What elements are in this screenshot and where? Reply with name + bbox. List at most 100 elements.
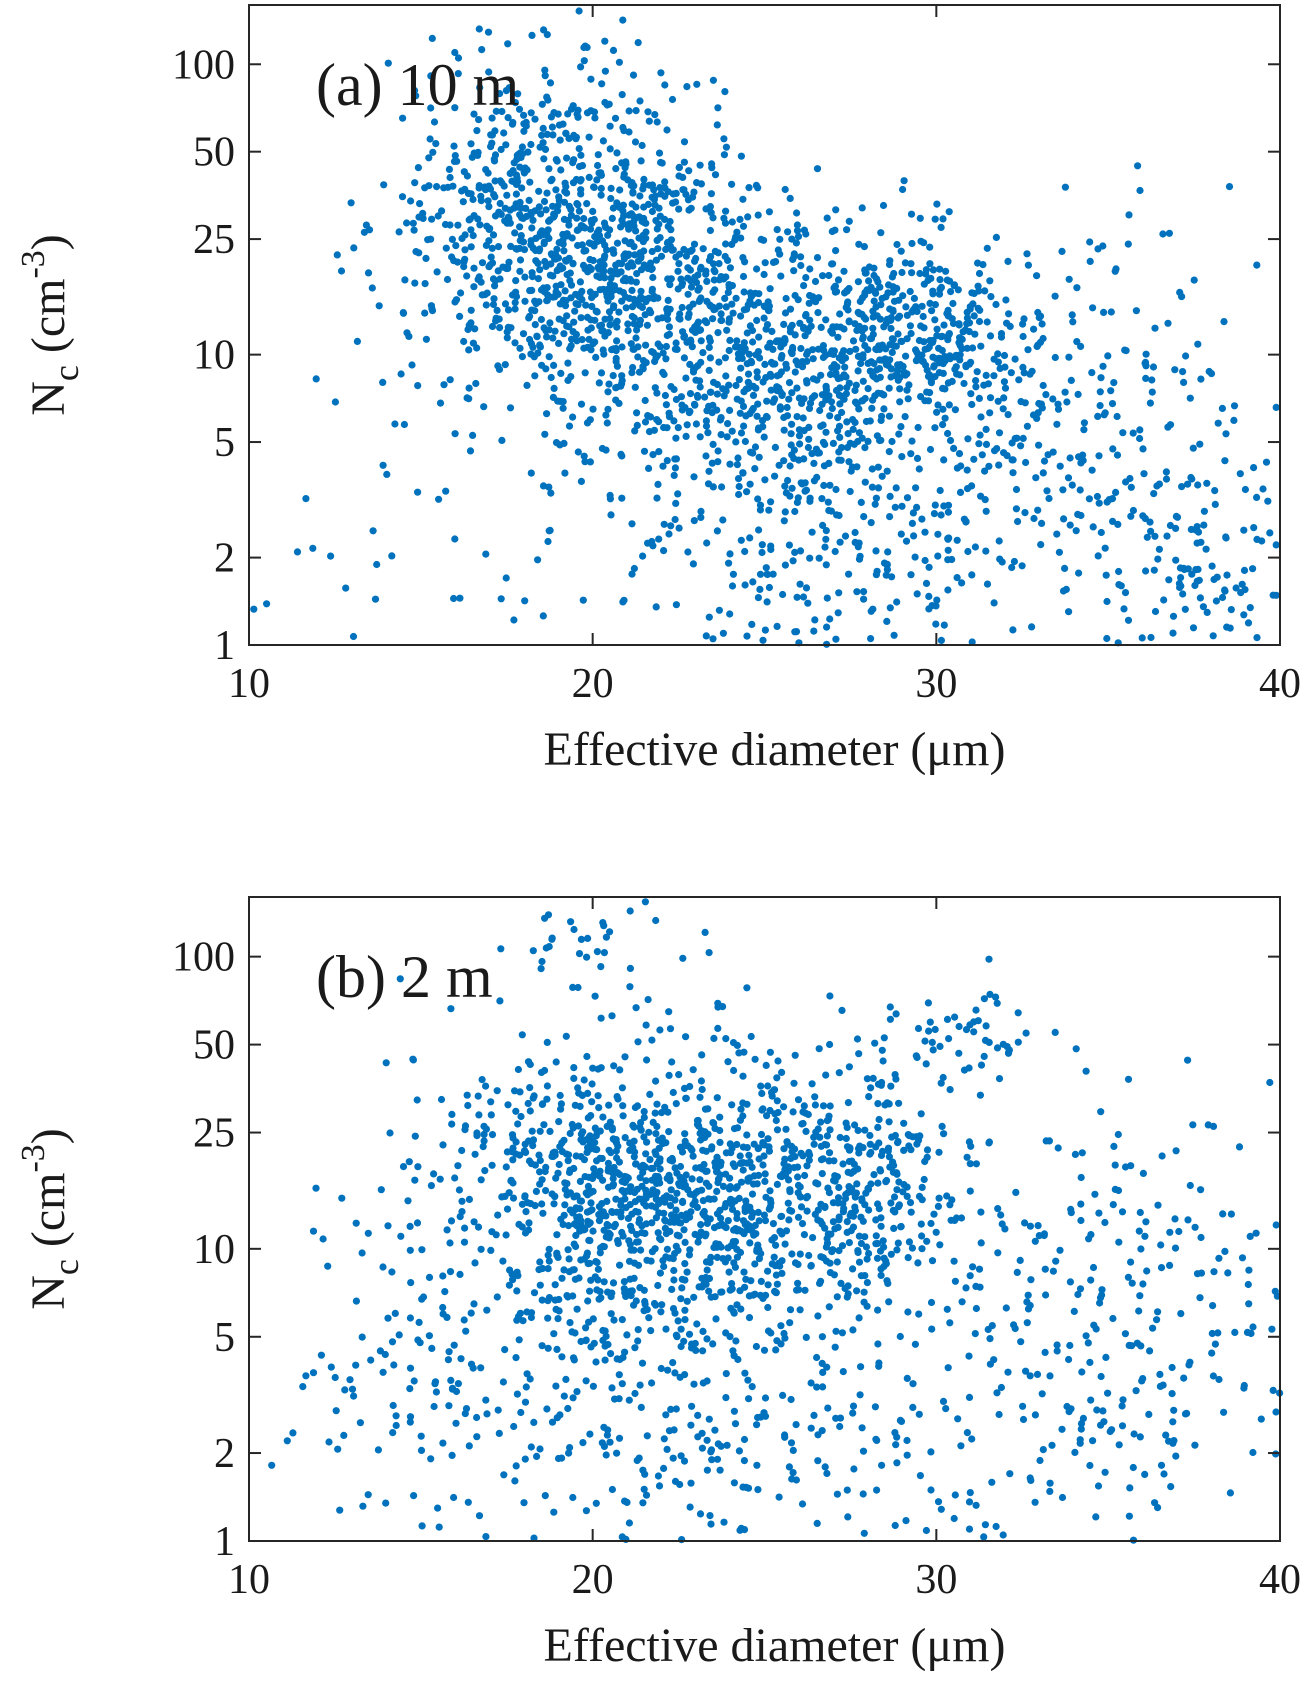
data-point <box>483 1306 491 1314</box>
data-point <box>1119 429 1127 437</box>
data-point <box>371 595 380 603</box>
data-point <box>906 287 914 296</box>
data-point <box>549 202 557 210</box>
data-point <box>830 1271 839 1279</box>
data-point <box>555 315 563 323</box>
data-point <box>1077 1425 1085 1433</box>
data-point <box>545 1257 553 1265</box>
data-point <box>940 621 948 629</box>
data-point <box>501 300 510 308</box>
data-point <box>411 1176 419 1184</box>
data-point <box>1051 1028 1059 1036</box>
data-point <box>722 143 731 151</box>
data-point <box>908 269 916 277</box>
data-point <box>607 1293 615 1301</box>
data-point <box>514 90 522 98</box>
data-point <box>905 381 913 389</box>
data-point <box>765 1143 773 1151</box>
data-point <box>868 465 876 473</box>
data-point <box>740 1435 749 1444</box>
data-point <box>527 1160 536 1168</box>
data-point <box>686 266 695 274</box>
data-point <box>588 1080 596 1088</box>
data-point <box>686 407 694 415</box>
data-point <box>787 441 795 449</box>
data-point <box>590 1339 598 1347</box>
data-point <box>1061 183 1069 191</box>
data-point <box>527 237 535 245</box>
data-point <box>595 265 603 273</box>
data-point <box>302 495 310 503</box>
data-point <box>887 373 895 381</box>
data-point <box>719 1182 728 1190</box>
data-point <box>613 1449 621 1457</box>
data-point <box>1208 1349 1216 1357</box>
data-point <box>777 1212 785 1221</box>
data-point <box>714 458 722 466</box>
data-point <box>550 211 559 219</box>
data-point <box>618 1228 626 1237</box>
data-point <box>598 444 607 453</box>
data-point <box>728 582 737 590</box>
data-point <box>1192 566 1200 574</box>
data-point <box>825 1157 833 1165</box>
data-point <box>617 268 625 276</box>
data-point <box>445 1348 453 1356</box>
data-point <box>794 1213 803 1221</box>
data-point <box>682 1033 690 1041</box>
data-point <box>965 1525 974 1533</box>
data-point <box>725 283 733 291</box>
data-point <box>466 447 475 455</box>
data-point <box>633 326 641 334</box>
data-point <box>559 1220 567 1229</box>
data-point <box>720 214 728 222</box>
data-point <box>972 377 980 385</box>
data-point <box>774 1108 782 1117</box>
data-point <box>1064 474 1073 482</box>
data-point <box>504 306 513 314</box>
data-point <box>450 142 458 150</box>
data-point <box>485 68 493 76</box>
data-point <box>1114 520 1122 529</box>
data-point <box>475 1111 483 1119</box>
data-point <box>697 513 705 522</box>
data-point <box>389 1401 397 1410</box>
data-point <box>804 325 812 333</box>
data-point <box>1107 308 1115 316</box>
data-point <box>561 469 569 477</box>
data-point <box>771 472 779 480</box>
data-point <box>441 1288 449 1296</box>
data-point <box>618 452 626 460</box>
data-point <box>795 456 803 464</box>
data-point <box>863 1279 872 1287</box>
data-point <box>433 183 441 191</box>
data-point <box>788 420 796 428</box>
data-point <box>680 245 688 254</box>
data-point <box>689 1066 697 1074</box>
data-point <box>649 349 658 357</box>
y-label-unit: (cm <box>22 279 75 366</box>
data-point <box>781 1334 789 1342</box>
data-point <box>892 1010 900 1018</box>
data-point <box>761 476 769 484</box>
data-point <box>714 249 722 257</box>
data-point <box>1094 412 1102 420</box>
data-point <box>914 1259 922 1267</box>
data-point <box>577 935 586 944</box>
data-point <box>618 1177 626 1185</box>
data-point <box>591 316 599 324</box>
data-point <box>618 1380 626 1388</box>
data-point <box>879 1057 887 1065</box>
data-point <box>918 1245 926 1253</box>
data-point <box>880 405 888 413</box>
data-point <box>877 1081 885 1089</box>
data-point <box>805 1156 813 1164</box>
data-point <box>564 376 572 384</box>
data-point <box>1180 378 1188 386</box>
data-point <box>489 231 498 239</box>
data-point <box>1184 1056 1192 1064</box>
data-point <box>634 1337 642 1345</box>
data-point <box>412 92 420 100</box>
data-point <box>456 1270 464 1278</box>
x-tick-label: 30 <box>915 1557 957 1603</box>
